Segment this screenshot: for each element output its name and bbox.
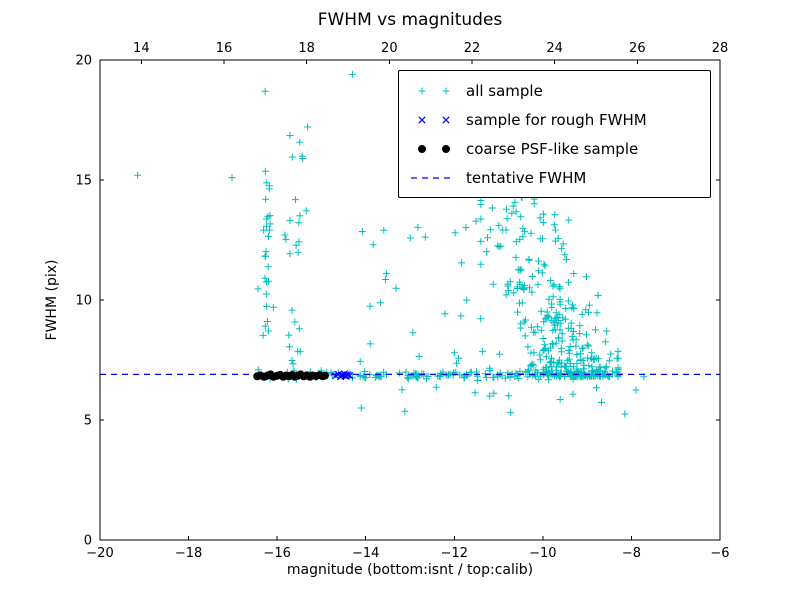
svg-text:26: 26 — [629, 41, 646, 56]
legend-label-psf-sample: coarse PSF-like sample — [466, 139, 639, 158]
svg-text:−10: −10 — [529, 546, 556, 561]
svg-text:5: 5 — [84, 414, 92, 429]
svg-text:−14: −14 — [352, 546, 379, 561]
tick-marks — [99, 59, 721, 541]
svg-text:−8: −8 — [622, 546, 641, 561]
x-axis-label: magnitude (bottom:isnt / top:calib) — [286, 562, 534, 578]
svg-text:24: 24 — [546, 41, 563, 56]
svg-text:18: 18 — [298, 41, 315, 56]
svg-text:−18: −18 — [175, 546, 202, 561]
scatter-psf — [253, 370, 329, 381]
scatter-all-sample — [134, 70, 648, 418]
svg-text:−20: −20 — [86, 546, 113, 561]
x-marker-icon — [407, 112, 459, 128]
legend: all sample sample for rough FWHM coarse … — [398, 70, 711, 198]
svg-text:16: 16 — [216, 41, 233, 56]
legend-item-rough-fwhm: sample for rough FWHM — [407, 105, 710, 134]
svg-text:−12: −12 — [441, 546, 468, 561]
scatter-rough — [331, 370, 354, 381]
svg-text:−16: −16 — [263, 546, 290, 561]
legend-label-rough-fwhm: sample for rough FWHM — [466, 110, 647, 129]
plus-marker-icon — [407, 83, 459, 99]
chart-title: FWHM vs magnitudes — [317, 10, 503, 30]
legend-label-tentative-fwhm: tentative FWHM — [466, 168, 587, 187]
y-axis-label: FWHM (pix) — [44, 259, 60, 341]
legend-item-tentative-fwhm: tentative FWHM — [407, 163, 710, 192]
svg-text:−6: −6 — [710, 546, 729, 561]
legend-item-all-sample: all sample — [407, 76, 710, 105]
svg-text:14: 14 — [133, 41, 150, 56]
svg-text:20: 20 — [75, 54, 92, 69]
svg-text:28: 28 — [712, 41, 729, 56]
legend-item-psf-sample: coarse PSF-like sample — [407, 134, 710, 163]
dashed-line-icon — [407, 170, 459, 186]
svg-text:15: 15 — [75, 174, 92, 189]
svg-text:22: 22 — [464, 41, 481, 56]
legend-label-all-sample: all sample — [466, 81, 543, 100]
plot-points — [100, 70, 720, 418]
tick-labels: −20 −18 −16 −14 −12 −10 −8 −6 14 16 18 20 22 24 26 28 0 5… — [75, 41, 729, 561]
svg-text:20: 20 — [381, 41, 398, 56]
svg-text:10: 10 — [75, 294, 92, 309]
dot-marker-icon — [407, 141, 459, 157]
svg-text:0: 0 — [84, 534, 92, 549]
